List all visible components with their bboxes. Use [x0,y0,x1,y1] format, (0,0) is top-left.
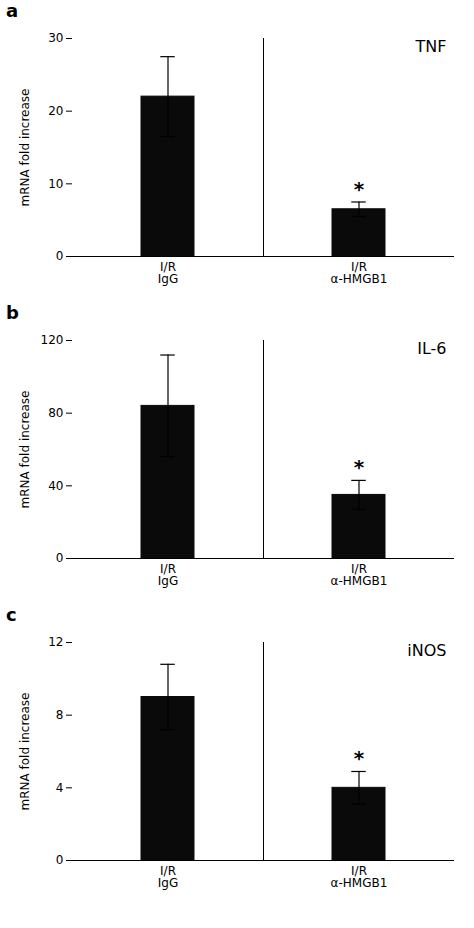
svg-text:I/RIgG: I/RIgG [158,260,178,286]
svg-text:4: 4 [56,781,64,795]
svg-text:mRNA fold increase: mRNA fold increase [18,89,32,207]
html-text:c: c [6,604,17,625]
svg-text:20: 20 [48,104,63,118]
html-text:a: a [6,0,19,21]
svg-text:I/Rα-HMGB1: I/Rα-HMGB1 [331,864,388,890]
svg-text:0: 0 [56,551,64,565]
svg-text:I/RIgG: I/RIgG [158,562,178,588]
svg-text:40: 40 [48,479,63,493]
svg-text:10: 10 [48,177,63,191]
html-text:b: b [6,302,19,323]
svg-text:iNOS: iNOS [407,641,446,660]
svg-text:I/Rα-HMGB1: I/Rα-HMGB1 [331,562,388,588]
svg-text:mRNA fold increase: mRNA fold increase [18,391,32,509]
svg-text:I/RIgG: I/RIgG [158,864,178,890]
svg-text:mRNA fold increase: mRNA fold increase [18,693,32,811]
svg-text:I/Rα-HMGB1: I/Rα-HMGB1 [331,260,388,286]
svg-text:30: 30 [48,31,63,45]
svg-text:8: 8 [56,708,64,722]
svg-text:*: * [354,746,365,770]
svg-text:TNF: TNF [415,37,447,56]
svg-text:0: 0 [56,853,64,867]
svg-text:0: 0 [56,249,64,263]
svg-text:120: 120 [41,333,64,347]
svg-text:IL-6: IL-6 [417,339,446,358]
svg-text:12: 12 [48,635,63,649]
svg-text:*: * [354,455,365,479]
svg-text:*: * [354,177,365,201]
svg-text:80: 80 [48,406,63,420]
